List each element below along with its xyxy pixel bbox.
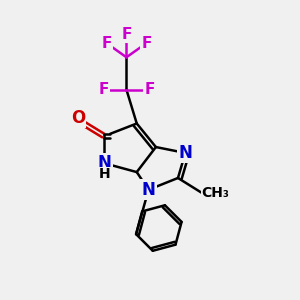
Text: F: F xyxy=(141,36,152,51)
Text: F: F xyxy=(121,27,132,42)
Text: F: F xyxy=(101,36,112,51)
Text: F: F xyxy=(98,82,109,97)
Text: O: O xyxy=(71,109,85,127)
Text: N: N xyxy=(142,181,155,199)
Text: N: N xyxy=(178,144,192,162)
Text: N: N xyxy=(98,154,111,172)
Text: CH₃: CH₃ xyxy=(202,186,230,200)
Text: F: F xyxy=(144,82,154,97)
Text: H: H xyxy=(98,167,110,182)
